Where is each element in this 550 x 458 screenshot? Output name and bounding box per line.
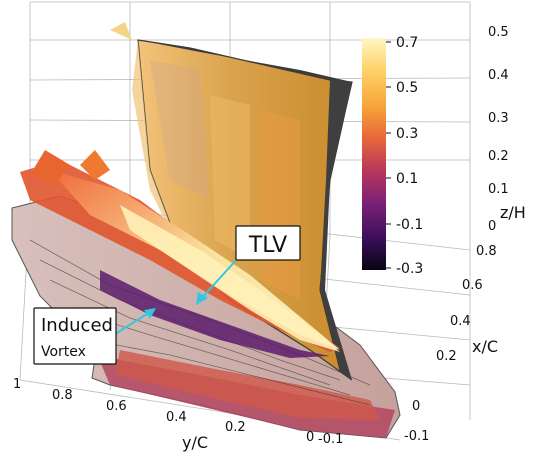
y-axis-title: y/C [182, 433, 208, 452]
x-tick: -0.1 [404, 429, 429, 444]
x-axis-title: x/C [472, 337, 498, 356]
y-tick: 0.6 [106, 399, 127, 414]
z-tick: 0.4 [488, 68, 509, 83]
y-tick: 0.4 [166, 410, 187, 425]
induced-label: Induced [41, 315, 113, 336]
vortex-label: Vortex [41, 344, 86, 360]
vortex-structures [20, 22, 340, 358]
colorbar: 0.7 0.5 0.3 0.1 -0.1 -0.3 [362, 35, 423, 277]
x-axis: 0.8 0.6 0.4 0.2 0 -0.1 x/C [404, 244, 498, 444]
z-axis: 0.5 0.4 0.3 0.2 0.1 0 z/H [488, 25, 526, 234]
colorbar-tick: 0.3 [396, 126, 418, 142]
colorbar-gradient [362, 38, 386, 270]
annotation-arrows [111, 257, 239, 337]
y-tick: 1 [13, 377, 21, 392]
z-tick: 0.1 [488, 182, 509, 197]
z-tick: 0 [488, 219, 496, 234]
colorbar-tick: 0.5 [396, 80, 418, 96]
x-tick: 0.8 [476, 244, 497, 259]
y-tick: 0.8 [52, 388, 73, 403]
x-tick: 0.2 [436, 349, 457, 364]
y-tick: -0.1 [318, 432, 343, 447]
y-axis: 1 0.8 0.6 0.4 0.2 0 -0.1 y/C [13, 377, 343, 452]
tlv-callout: TLV [235, 225, 301, 261]
colorbar-tick: -0.3 [396, 261, 423, 277]
colorbar-tick: -0.1 [396, 217, 423, 233]
colorbar-tick: 0.1 [396, 171, 418, 187]
x-tick: 0 [412, 399, 420, 414]
y-tick: 0.2 [225, 420, 246, 435]
z-tick: 0.5 [488, 25, 509, 40]
y-tick: 0 [306, 430, 314, 445]
z-tick: 0.2 [488, 149, 509, 164]
induced-vortex-callout: Induced Vortex [33, 307, 117, 365]
x-tick: 0.6 [462, 278, 483, 293]
z-tick: 0.3 [488, 111, 509, 126]
tlv-label: TLV [248, 233, 287, 258]
x-tick: 0.4 [450, 314, 471, 329]
z-axis-title: z/H [500, 203, 526, 222]
colorbar-tick: 0.7 [396, 35, 418, 51]
